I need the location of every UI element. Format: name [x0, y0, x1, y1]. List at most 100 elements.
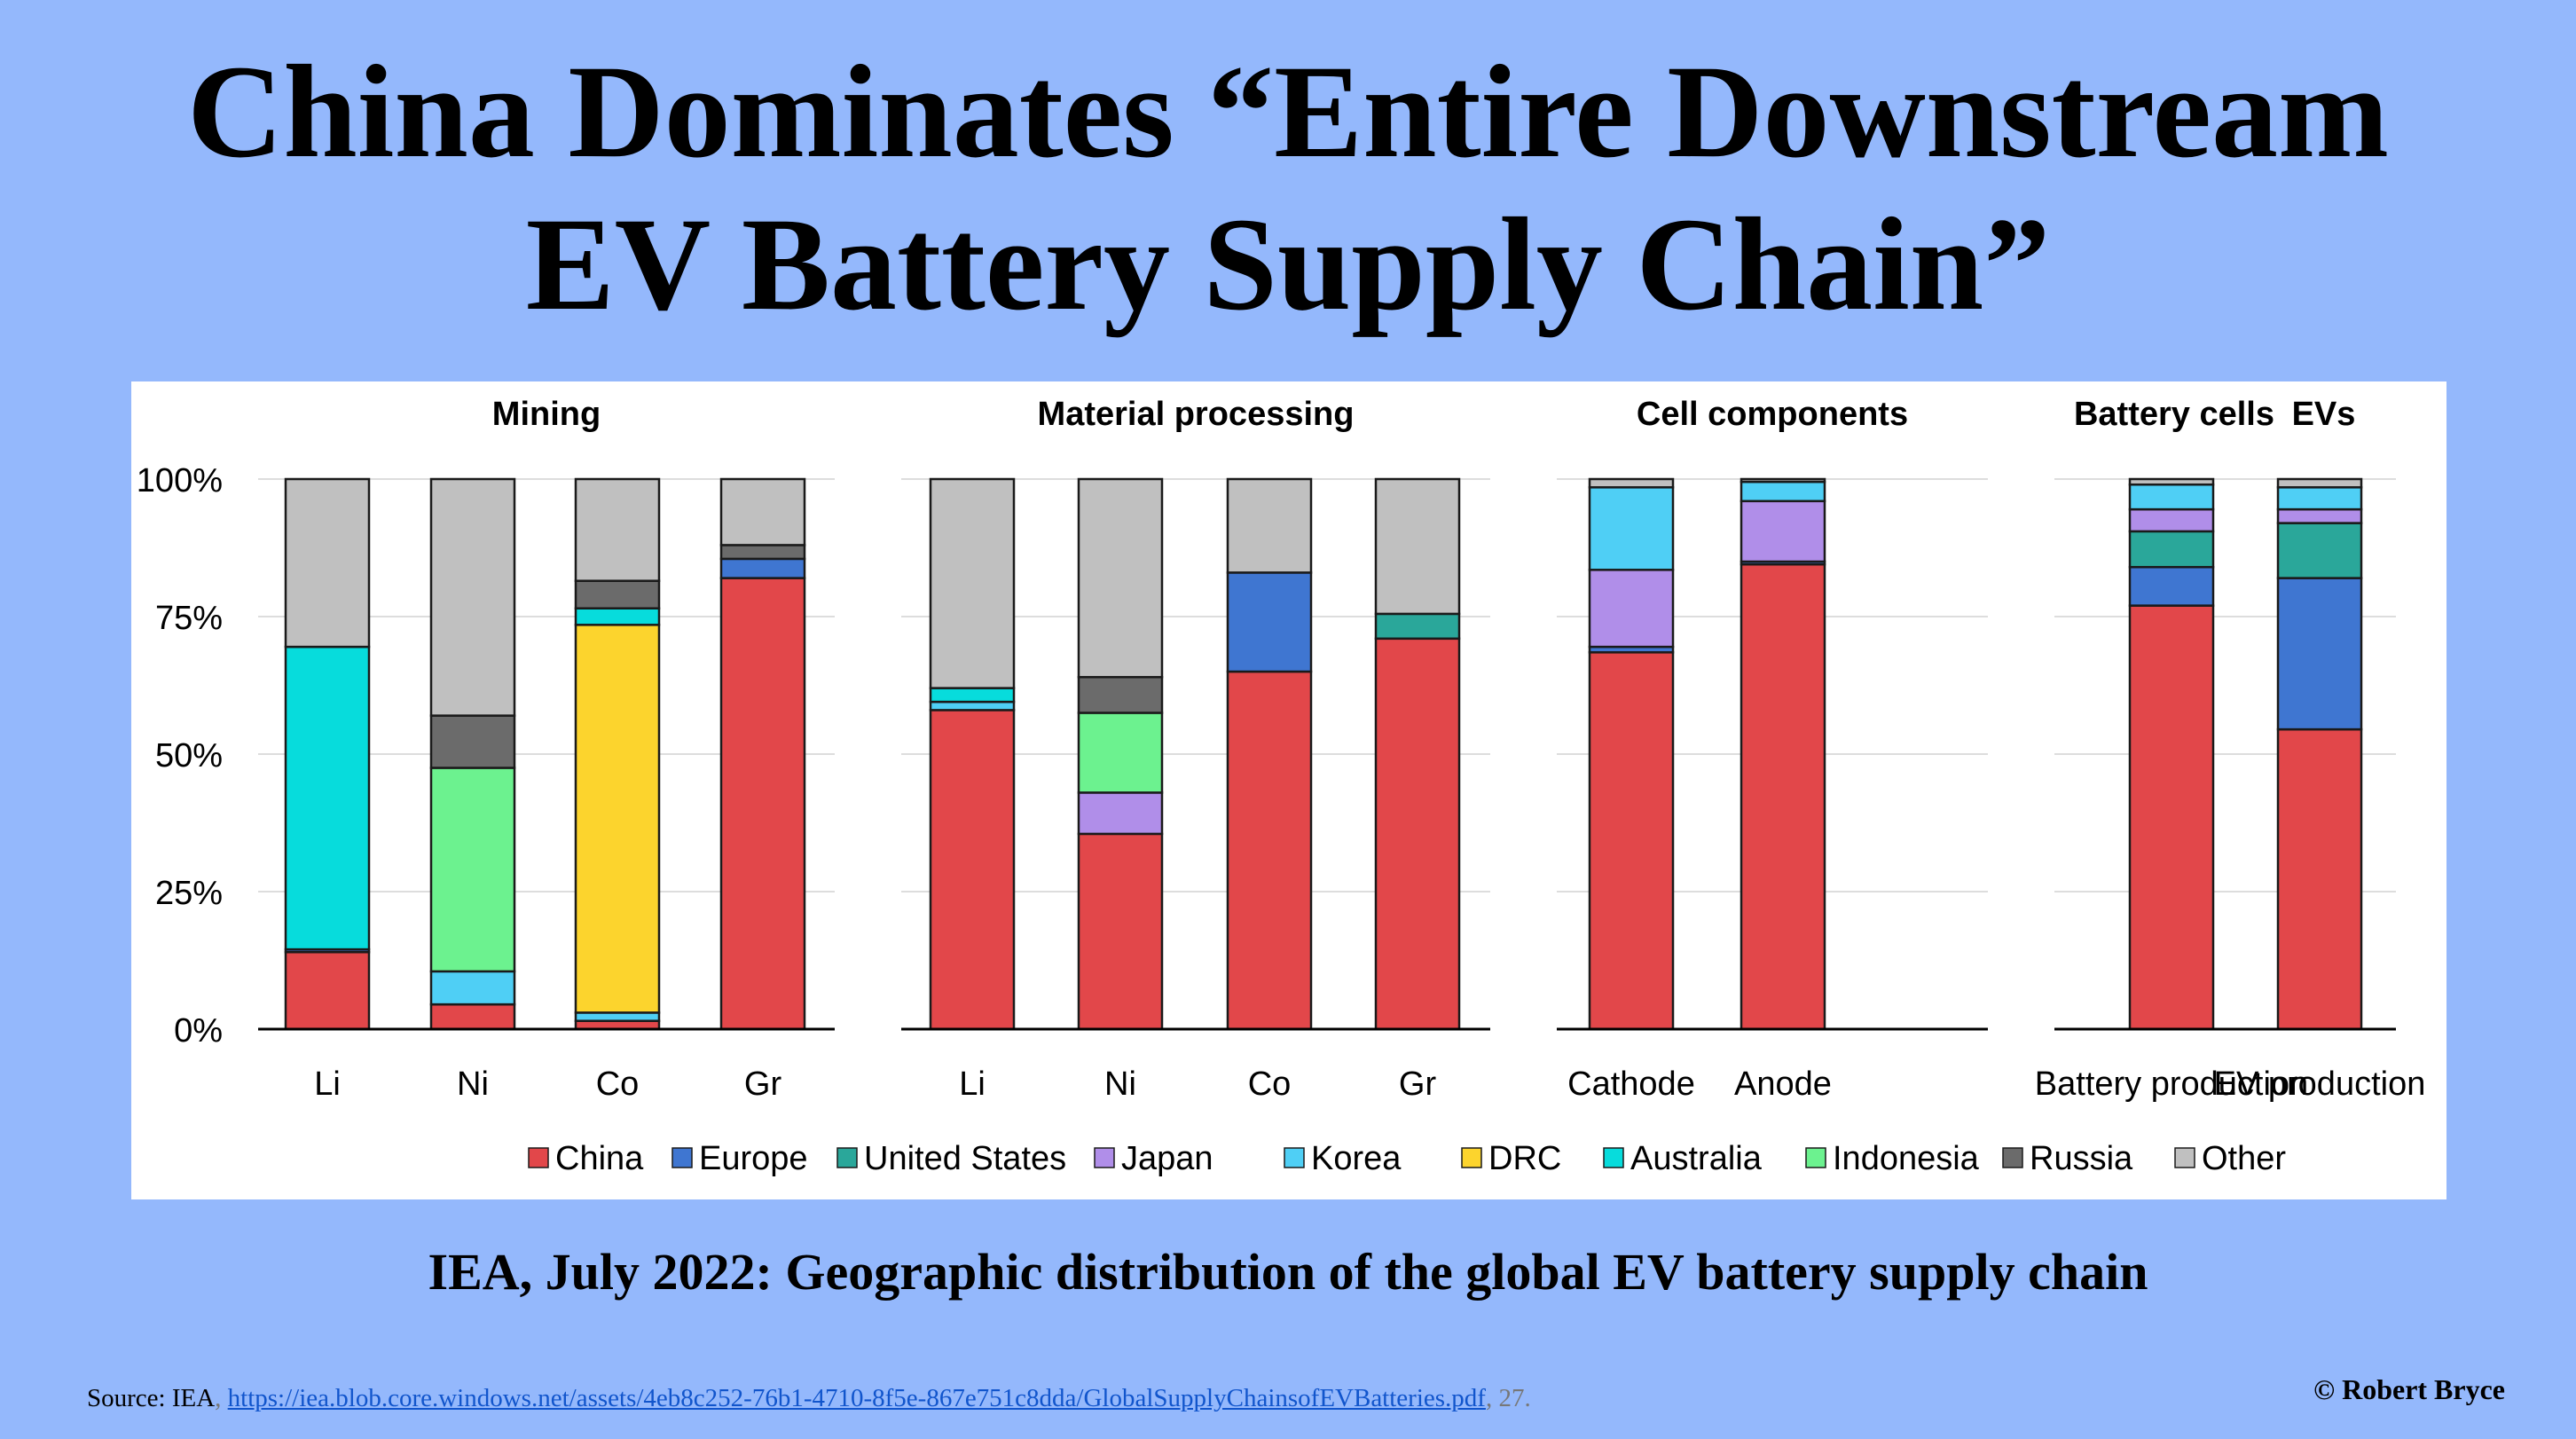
x-tick-label: Battery production — [2035, 1065, 2308, 1103]
bar-segment — [2128, 483, 2215, 511]
x-tick-label: Cathode — [1567, 1065, 1695, 1103]
bar-segment — [1077, 712, 1164, 794]
bar-segment — [719, 577, 806, 1031]
bar-segment — [1740, 477, 1826, 484]
group-title: Cell components — [1637, 396, 1908, 433]
legend-swatch — [2002, 1147, 2023, 1168]
bar-segment — [429, 1003, 516, 1031]
x-tick-label: Ni — [1104, 1065, 1136, 1103]
bar-segment — [2128, 477, 2215, 486]
page-title-line-1: China Dominates “Entire Downstream — [187, 38, 2389, 185]
group-title: Mining — [492, 396, 601, 433]
copyright-notice: © Robert Bryce — [2313, 1373, 2505, 1405]
legend-swatch — [1284, 1147, 1305, 1168]
x-tick-label: Gr — [1399, 1065, 1437, 1103]
source-link[interactable]: https://iea.blob.core.windows.net/assets… — [227, 1384, 1486, 1412]
legend-label: Australia — [1630, 1140, 1763, 1177]
group-title: EVs — [2292, 396, 2356, 433]
legend-label: Korea — [1311, 1140, 1402, 1177]
y-tick-label: 100% — [137, 462, 223, 499]
legend-swatch — [836, 1147, 858, 1168]
bar-segment — [1226, 571, 1313, 673]
bar-segment — [2128, 507, 2215, 533]
legend-label: Indonesia — [1833, 1140, 1980, 1177]
bar-segment — [1077, 832, 1164, 1031]
group-title: Battery cells — [2074, 396, 2274, 433]
x-tick-label: Li — [314, 1065, 341, 1103]
source-note: Source: IEA, https://iea.blob.core.windo… — [87, 1384, 1531, 1413]
chart-caption: IEA, July 2022: Geographic distribution … — [428, 1243, 2148, 1301]
legend-label: DRC — [1488, 1140, 1561, 1177]
bar-segment — [574, 624, 661, 1014]
bar-segment — [1740, 499, 1826, 563]
legend-label: Europe — [699, 1140, 808, 1177]
bar-segment — [1374, 477, 1461, 616]
bar-segment — [1740, 480, 1826, 503]
x-tick-label: Li — [959, 1065, 986, 1103]
bar-segment — [1374, 612, 1461, 641]
bar-segment — [2276, 522, 2363, 579]
bar-segment — [1077, 675, 1164, 714]
x-tick-label: EV production — [2214, 1065, 2426, 1103]
legend-label: China — [555, 1140, 644, 1177]
bar-segment — [284, 950, 371, 1031]
legend-swatch — [1603, 1147, 1624, 1168]
legend-swatch — [1094, 1147, 1115, 1168]
bar-segment — [2276, 486, 2363, 511]
legend-swatch — [1805, 1147, 1826, 1168]
bar-segment — [1226, 477, 1313, 574]
bar-segment — [2276, 727, 2363, 1031]
legend-swatch — [671, 1147, 693, 1168]
y-tick-label: 0% — [174, 1012, 223, 1050]
bar-segment — [1588, 651, 1675, 1031]
bar-segment — [574, 1011, 661, 1022]
stacked-bar-chart: 0% 25% 50% 75% 100% Mining Li Ni Co Gr Material pr… — [137, 396, 2426, 1177]
legend-swatch — [1461, 1147, 1482, 1168]
bar-segment — [1226, 670, 1313, 1031]
bar-segment — [1588, 569, 1675, 649]
bar-segment — [719, 557, 806, 579]
bar-segment — [929, 477, 1016, 689]
bar-segment — [429, 477, 516, 717]
legend-swatch — [2174, 1147, 2195, 1168]
bar-segment — [1077, 791, 1164, 836]
bar-segment — [1588, 477, 1675, 489]
bar-segment — [429, 970, 516, 1006]
legend-label: Russia — [2030, 1140, 2133, 1177]
bar-segment — [574, 477, 661, 582]
bar-segment — [929, 700, 1016, 712]
bar-segment — [2276, 507, 2363, 524]
x-tick-label: Co — [596, 1065, 640, 1103]
x-tick-label: Co — [1248, 1065, 1292, 1103]
bar-segment — [1077, 477, 1164, 679]
bar-segment — [284, 645, 371, 951]
y-tick-label: 50% — [155, 737, 223, 775]
page-title: China Dominates “Entire Downstream EV Ba… — [0, 35, 2576, 341]
legend-label: Japan — [1121, 1140, 1213, 1177]
y-tick-label: 75% — [155, 600, 223, 637]
group-title: Material processing — [1038, 396, 1355, 433]
bar-segment — [574, 579, 661, 609]
source-page: , 27. — [1485, 1384, 1531, 1412]
x-tick-label: Ni — [457, 1065, 489, 1103]
y-tick-label: 25% — [155, 875, 223, 912]
source-prefix: Source: IEA — [87, 1384, 216, 1412]
page-title-line-2: EV Battery Supply Chain” — [525, 191, 2051, 338]
bar-segment — [2128, 530, 2215, 569]
bar-segment — [719, 477, 806, 547]
bar-segment — [929, 709, 1016, 1031]
chart-panel: 0% 25% 50% 75% 100% Mining Li Ni Co Gr Material pr… — [131, 381, 2446, 1199]
bar-segment — [2128, 565, 2215, 607]
bar-segment — [929, 687, 1016, 704]
bar-segment — [429, 767, 516, 973]
bar-segment — [2128, 604, 2215, 1031]
bar-segment — [1374, 637, 1461, 1031]
bar-segment — [2276, 477, 2363, 489]
legend-label: United States — [864, 1140, 1066, 1177]
legend-label: Other — [2202, 1140, 2286, 1177]
bar-segment — [1740, 562, 1826, 1031]
x-tick-label: Anode — [1734, 1065, 1832, 1103]
bar-segment — [1588, 486, 1675, 571]
bar-segment — [719, 544, 806, 561]
bar-segment — [2276, 577, 2363, 731]
